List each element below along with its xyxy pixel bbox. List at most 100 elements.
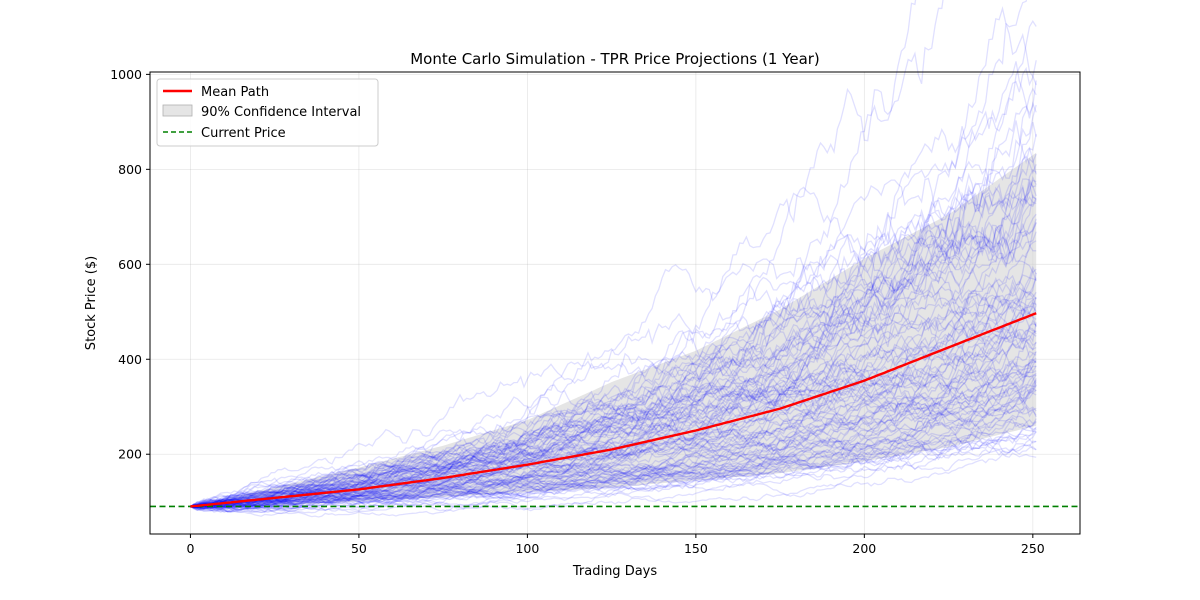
simulation-path [190, 120, 1037, 508]
chart-title: Monte Carlo Simulation - TPR Price Proje… [410, 50, 820, 68]
x-tick-label: 200 [852, 541, 876, 556]
simulation-path [190, 179, 1037, 509]
simulation-path [190, 389, 1037, 512]
simulation-path [190, 87, 1037, 508]
simulation-path [190, 374, 1037, 509]
simulation-path [190, 293, 1037, 512]
simulation-path [190, 446, 1037, 510]
y-tick-label: 1000 [110, 67, 142, 82]
simulation-path [190, 307, 1037, 511]
simulation-path [190, 338, 1037, 508]
simulation-path [190, 286, 1037, 508]
simulation-path [190, 433, 1037, 508]
simulation-path [190, 289, 1037, 508]
legend-confidence-interval-label: 90% Confidence Interval [201, 105, 361, 120]
simulation-path [190, 283, 1037, 510]
simulation-path [190, 423, 1037, 509]
simulation-path [190, 191, 1037, 508]
simulation-path [190, 304, 1037, 509]
simulation-path [190, 153, 1037, 511]
simulation-path [190, 271, 1037, 508]
simulation-path [190, 440, 1037, 508]
legend-frame [156, 78, 379, 147]
simulation-path [190, 424, 1037, 510]
simulation-path [190, 121, 1037, 508]
plot-frame [149, 71, 1081, 535]
simulation-path [190, 431, 1037, 510]
simulation-path [190, 452, 1037, 510]
y-tick-label: 800 [118, 162, 142, 177]
simulation-path [190, 104, 1037, 509]
simulation-path [190, 80, 1037, 508]
simulation-path [190, 305, 1037, 509]
simulation-path [190, 327, 1037, 510]
simulation-path [190, 212, 1037, 509]
y-tick-label: 200 [118, 447, 142, 462]
simulation-path [190, 329, 1037, 518]
simulation-path [190, 0, 944, 508]
simulation-path [190, 236, 1037, 508]
simulation-path [190, 155, 1037, 511]
legend-confidence-interval-swatch [162, 104, 193, 117]
simulation-path [190, 330, 1037, 510]
simulation-path [190, 301, 1037, 508]
x-tick-label: 250 [1021, 541, 1045, 556]
y-axis-ticks: 200 400 600 800 1000 [110, 67, 150, 462]
simulation-path [190, 351, 1037, 513]
simulation-path [190, 269, 1037, 510]
simulation-path [190, 199, 1037, 508]
simulation-path [190, 364, 1037, 512]
simulation-path [190, 322, 1037, 512]
simulation-path [190, 194, 1037, 511]
simulation-path [190, 231, 1037, 509]
x-tick-label: 100 [515, 541, 539, 556]
simulation-path [190, 0, 1028, 508]
confidence-band [190, 152, 1037, 507]
mean-path-line [190, 312, 1037, 508]
simulation-path [190, 296, 1037, 508]
simulation-path [190, 407, 1037, 511]
simulation-path [190, 357, 1037, 509]
y-tick-label: 400 [118, 352, 142, 367]
simulation-path [190, 350, 1037, 508]
simulation-path [190, 379, 1037, 510]
simulation-path [190, 374, 1037, 508]
simulation-path [190, 61, 1037, 509]
simulation-path [190, 361, 1037, 511]
simulation-path [190, 414, 1037, 517]
simulation-path [190, 370, 1037, 512]
simulation-path [190, 430, 1037, 513]
simulation-path [190, 284, 1037, 509]
simulation-path [190, 404, 1037, 508]
x-axis-label: Trading Days [572, 564, 657, 579]
simulation-path [190, 223, 1037, 510]
simulation-path [190, 322, 1037, 508]
simulation-path [190, 178, 1037, 508]
simulation-path [190, 390, 1037, 509]
x-tick-label: 150 [684, 541, 708, 556]
simulation-path [190, 359, 1037, 508]
simulation-path [190, 222, 1037, 508]
simulation-path [190, 375, 1037, 511]
simulation-path [190, 181, 1037, 508]
x-tick-label: 0 [186, 541, 194, 556]
simulation-path [190, 23, 1037, 510]
x-axis-ticks: 0 50 100 150 200 250 [186, 534, 1045, 556]
legend: Mean Path 90% Confidence Interval Curren… [156, 78, 379, 147]
simulation-path [190, 418, 1037, 514]
simulation-path [190, 297, 1037, 508]
simulation-path [190, 384, 1037, 509]
y-tick-label: 600 [118, 257, 142, 272]
simulation-path [190, 372, 1037, 509]
simulation-path [190, 359, 1037, 508]
simulation-path [190, 213, 1037, 508]
legend-mean-path-label: Mean Path [201, 85, 269, 100]
x-tick-label: 50 [351, 541, 367, 556]
legend-current-price-label: Current Price [201, 126, 286, 141]
y-axis-label: Stock Price ($) [84, 256, 99, 350]
simulation-path [190, 347, 1037, 508]
simulation-path [190, 418, 1037, 509]
simulation-path [190, 319, 1037, 508]
simulation-path [190, 146, 1037, 509]
